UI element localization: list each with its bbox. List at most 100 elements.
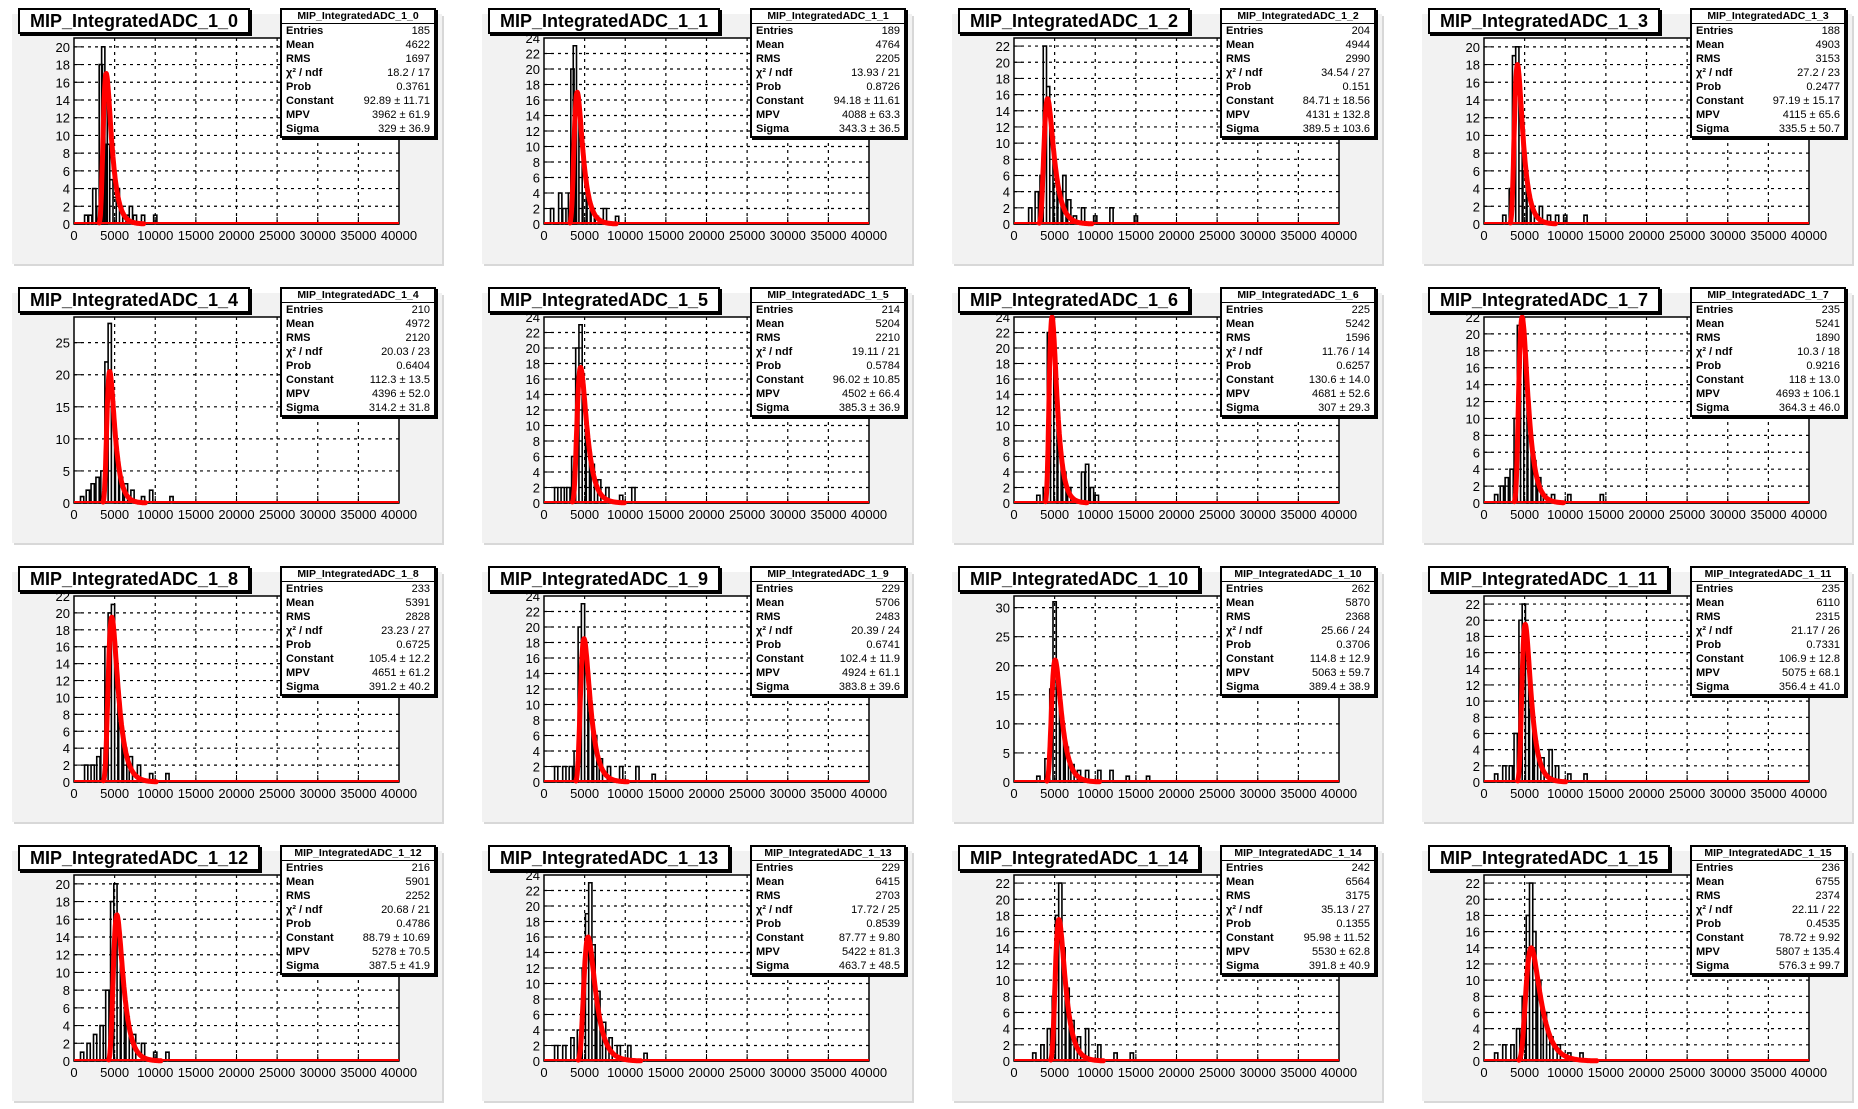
- x-tick-label: 25000: [1199, 228, 1235, 243]
- y-tick-label: 5: [1003, 746, 1010, 761]
- histogram-pad: 0 2 4 6 8 10 12 14 16 18 20 22 0 5000 10000 15000 20000 2…: [1422, 287, 1852, 543]
- stats-label: Prob: [286, 81, 312, 93]
- stats-value: 4944: [1345, 39, 1370, 51]
- stats-value: 463.7 ± 48.5: [838, 960, 900, 972]
- stats-row-mpv: MPV 4115 ± 65.6: [1692, 108, 1844, 122]
- y-tick-label: 6: [1003, 450, 1010, 465]
- x-tick-label: 25000: [1669, 228, 1705, 243]
- x-tick-label: 0: [540, 1065, 547, 1080]
- stats-label: Constant: [1696, 95, 1744, 107]
- x-tick-label: 40000: [381, 786, 417, 801]
- stats-label: MPV: [1696, 109, 1720, 121]
- stats-row-rms: RMS 1890: [1692, 331, 1844, 345]
- stats-row-mean: Mean 4903: [1692, 38, 1844, 52]
- stats-value: 5807 ± 135.4: [1775, 946, 1840, 958]
- x-tick-label: 5000: [1510, 786, 1539, 801]
- y-tick-label: 16: [1466, 75, 1480, 90]
- stats-row-chi2ndf: χ² / ndf 35.13 / 27: [1222, 903, 1374, 917]
- stats-row-rms: RMS 2252: [282, 889, 434, 903]
- stats-label: Constant: [756, 653, 804, 665]
- stats-box-name: MIP_IntegratedADC_1_5: [752, 289, 904, 303]
- stats-value: 4681 ± 52.6: [1311, 388, 1370, 400]
- x-tick-label: 15000: [1588, 786, 1624, 801]
- y-tick-label: 0: [1473, 496, 1480, 511]
- stats-label: Entries: [756, 25, 794, 37]
- y-tick-label: 15: [56, 400, 70, 415]
- x-tick-label: 10000: [1077, 228, 1113, 243]
- fit-curve: [575, 934, 644, 1064]
- stats-label: Prob: [1696, 918, 1722, 930]
- stats-label: Sigma: [1696, 402, 1730, 414]
- stats-value: 2703: [875, 890, 900, 902]
- stats-label: Constant: [286, 374, 334, 386]
- y-tick-label: 10: [526, 419, 540, 434]
- x-tick-label: 15000: [648, 786, 684, 801]
- stats-value: 4131 ± 132.8: [1305, 109, 1370, 121]
- stats-value: 4088 ± 63.3: [841, 109, 900, 121]
- x-tick-label: 35000: [810, 786, 846, 801]
- y-tick-label: 10: [1466, 973, 1480, 988]
- stats-value: 391.8 ± 40.9: [1308, 960, 1370, 972]
- stats-box: MIP_IntegratedADC_1_5 Entries 214 Mean 5204 R…: [750, 287, 906, 417]
- stats-value: 356.4 ± 41.0: [1778, 681, 1840, 693]
- stats-row-rms: RMS 2315: [1692, 610, 1844, 624]
- stats-row-sigma: Sigma 389.4 ± 38.9: [1222, 680, 1374, 694]
- stats-row-entries: Entries 233: [282, 582, 434, 596]
- stats-value: 25.66 / 24: [1321, 625, 1370, 637]
- stats-value: 4622: [405, 39, 430, 51]
- stats-row-rms: RMS 1697: [282, 52, 434, 66]
- y-tick-label: 0: [1003, 496, 1010, 511]
- x-tick-label: 40000: [381, 228, 417, 243]
- stats-label: Constant: [1696, 374, 1744, 386]
- x-tick-label: 0: [540, 786, 547, 801]
- y-tick-label: 20: [996, 659, 1010, 674]
- x-tick-label: 40000: [1791, 1065, 1827, 1080]
- stats-row-chi2ndf: χ² / ndf 20.39 / 24: [752, 624, 904, 638]
- stats-value: 112.3 ± 13.5: [369, 374, 430, 386]
- y-tick-label: 2: [1003, 1038, 1010, 1053]
- histogram-title: MIP_IntegratedADC_1_15: [1428, 845, 1671, 871]
- stats-label: Sigma: [286, 681, 320, 693]
- stats-value: 106.9 ± 12.8: [1778, 653, 1840, 665]
- x-tick-label: 40000: [381, 507, 417, 522]
- stats-label: RMS: [1696, 53, 1721, 65]
- y-tick-label: 22: [526, 884, 540, 899]
- stats-label: MPV: [1226, 667, 1250, 679]
- x-tick-label: 35000: [340, 1065, 376, 1080]
- y-tick-label: 16: [526, 93, 540, 108]
- y-tick-label: 30: [996, 601, 1010, 616]
- stats-label: RMS: [756, 890, 781, 902]
- stats-label: Entries: [286, 862, 324, 874]
- y-tick-label: 6: [1473, 164, 1480, 179]
- histogram-title: MIP_IntegratedADC_1_13: [488, 845, 731, 871]
- stats-row-rms: RMS 2990: [1222, 52, 1374, 66]
- y-tick-label: 25: [996, 630, 1010, 645]
- stats-label: RMS: [1226, 53, 1251, 65]
- stats-box: MIP_IntegratedADC_1_8 Entries 233 Mean 5391 R…: [280, 566, 436, 696]
- stats-value: 5870: [1345, 597, 1370, 609]
- stats-row-mean: Mean 6415: [752, 875, 904, 889]
- stats-row-constant: Constant 88.79 ± 10.69: [282, 931, 434, 945]
- stats-box-name: MIP_IntegratedADC_1_10: [1222, 568, 1374, 582]
- y-tick-label: 20: [526, 899, 540, 914]
- stats-value: 18.2 / 17: [387, 67, 430, 79]
- y-tick-label: 2: [63, 1036, 70, 1051]
- stats-label: χ² / ndf: [1226, 67, 1263, 79]
- fit-curve: [1516, 945, 1600, 1064]
- y-tick-label: 14: [1466, 941, 1480, 956]
- stats-row-mpv: MPV 4924 ± 61.1: [752, 666, 904, 680]
- y-tick-label: 16: [56, 912, 70, 927]
- stats-label: Sigma: [756, 960, 790, 972]
- y-tick-label: 8: [533, 713, 540, 728]
- x-tick-label: 20000: [1158, 786, 1194, 801]
- stats-label: Prob: [756, 81, 782, 93]
- stats-label: RMS: [1226, 890, 1251, 902]
- stats-label: χ² / ndf: [286, 625, 323, 637]
- y-tick-label: 4: [1003, 465, 1010, 480]
- x-tick-label: 10000: [137, 786, 173, 801]
- stats-label: Entries: [756, 583, 794, 595]
- stats-value: 0.1355: [1336, 918, 1370, 930]
- x-tick-label: 40000: [851, 786, 887, 801]
- stats-value: 229: [881, 583, 900, 595]
- stats-row-mpv: MPV 5807 ± 135.4: [1692, 945, 1844, 959]
